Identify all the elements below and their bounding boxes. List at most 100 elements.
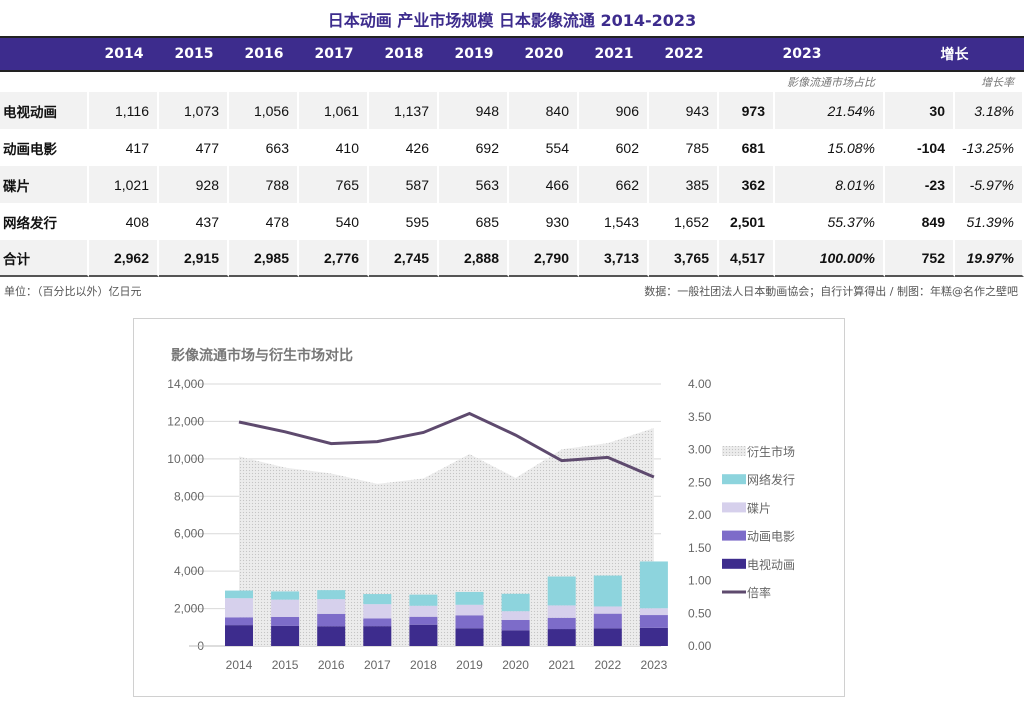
x-tick-label: 2017 (364, 658, 391, 672)
bar-1-2023 (639, 561, 668, 609)
cell-value: 477 (159, 129, 229, 166)
bar-4-2017 (363, 626, 392, 646)
right-tick-label: 1.00 (688, 574, 712, 588)
table-row: 合计 2,962 2,915 2,985 2,776 2,745 2,888 2,790 3,7… (0, 240, 1024, 277)
cell-value: 410 (299, 129, 369, 166)
cell-value: 1,116 (89, 92, 159, 129)
bar-4-2023 (639, 627, 668, 646)
cell-value: 943 (649, 92, 719, 129)
cell-value: 362 (719, 166, 775, 203)
year-header: 2022 (649, 36, 719, 72)
year-header: 2018 (369, 36, 439, 72)
chart-title: 影像流通市场与衍生市场对比 (171, 347, 353, 363)
right-tick-label: 4.00 (688, 377, 712, 391)
cell-value: 595 (369, 203, 439, 240)
legend-swatch-0 (722, 446, 746, 456)
right-tick-label: 1.50 (688, 541, 712, 555)
cell-value: 554 (509, 129, 579, 166)
left-tick-label: 4,000 (174, 564, 204, 578)
bar-3-2016 (317, 613, 346, 627)
year-header: 2021 (579, 36, 649, 72)
cell-value: 948 (439, 92, 509, 129)
cell-value: 2,888 (439, 240, 509, 277)
share-value: 15.08% (775, 129, 885, 166)
cell-value: 928 (159, 166, 229, 203)
cell-value: 663 (229, 129, 299, 166)
right-tick-label: 0.50 (688, 606, 712, 620)
cell-value: 1,137 (369, 92, 439, 129)
bar-4-2016 (317, 626, 346, 646)
bar-1-2016 (317, 590, 346, 600)
legend-swatch-2 (722, 502, 746, 513)
growth-rate-label: 增长率 (955, 72, 1024, 92)
unit-note: 单位：（百分比以外）亿日元 (4, 285, 142, 298)
cell-value: 426 (369, 129, 439, 166)
bar-2-2018 (409, 605, 438, 617)
row-label: 网络发行 (0, 203, 89, 240)
legend-swatch-4 (722, 558, 746, 569)
bar-1-2022 (593, 575, 622, 607)
table-row: 电视动画 1,116 1,073 1,056 1,061 1,137 948 840 906 94… (0, 92, 1024, 129)
x-tick-label: 2019 (456, 658, 483, 672)
legend-label: 网络发行 (747, 472, 795, 487)
bar-4-2018 (409, 624, 438, 646)
cell-value: 1,061 (299, 92, 369, 129)
cell-value: 385 (649, 166, 719, 203)
x-tick-label: 2023 (641, 658, 668, 672)
cell-value: 2,915 (159, 240, 229, 277)
legend-label: 电视动画 (747, 557, 795, 572)
bar-4-2019 (455, 628, 484, 646)
x-tick-label: 2022 (594, 658, 621, 672)
left-tick-label: 6,000 (174, 527, 204, 541)
bar-1-2017 (363, 594, 392, 605)
cell-value: 563 (439, 166, 509, 203)
bar-3-2020 (501, 619, 530, 631)
growth-value: 752 (885, 240, 955, 277)
legend-label: 倍率 (747, 585, 771, 600)
bar-3-2014 (225, 617, 253, 626)
cell-value: 2,790 (509, 240, 579, 277)
cell-value: 1,056 (229, 92, 299, 129)
cell-value: 3,765 (649, 240, 719, 277)
growth-rate-value: 3.18% (955, 92, 1024, 129)
cell-value: 2,745 (369, 240, 439, 277)
growth-value: -104 (885, 129, 955, 166)
year-header: 2023 (719, 36, 885, 72)
growth-value: -23 (885, 166, 955, 203)
cell-value: 1,073 (159, 92, 229, 129)
legend-label: 碟片 (747, 501, 771, 515)
bar-3-2022 (593, 613, 622, 629)
share-value: 8.01% (775, 166, 885, 203)
cell-value: 2,501 (719, 203, 775, 240)
bar-2-2019 (455, 604, 484, 616)
row-label: 碟片 (0, 166, 89, 203)
share-label: 影像流通市场占比 (775, 72, 885, 92)
cell-value: 930 (509, 203, 579, 240)
ratio-line (238, 411, 655, 479)
cell-value: 437 (159, 203, 229, 240)
growth-value: 30 (885, 92, 955, 129)
cell-value: 685 (439, 203, 509, 240)
cell-value: 765 (299, 166, 369, 203)
bar-1-2015 (271, 591, 300, 600)
legend-label: 衍生市场 (747, 444, 795, 459)
row-label: 合计 (0, 240, 89, 277)
cell-value: 602 (579, 129, 649, 166)
row-label: 动画电影 (0, 129, 89, 166)
bar-3-2023 (639, 615, 668, 628)
cell-value: 3,713 (579, 240, 649, 277)
bar-3-2018 (409, 616, 438, 625)
bar-2-2022 (593, 606, 622, 614)
row-label: 电视动画 (0, 92, 89, 129)
page-title: 日本动画 产业市场规模 日本影像流通 2014-2023 (327, 11, 697, 30)
growth-value: 849 (885, 203, 955, 240)
cell-value: 1,652 (649, 203, 719, 240)
x-tick-label: 2014 (226, 658, 253, 672)
bar-3-2015 (271, 616, 300, 626)
table-row: 碟片 1,021 928 788 765 587 563 466 662 385 362 8.01% -… (0, 166, 1024, 203)
right-tick-label: 0.00 (688, 639, 712, 653)
cell-value: 788 (229, 166, 299, 203)
cell-value: 785 (649, 129, 719, 166)
bar-4-2014 (225, 625, 253, 646)
left-tick-label: 10,000 (167, 452, 204, 466)
